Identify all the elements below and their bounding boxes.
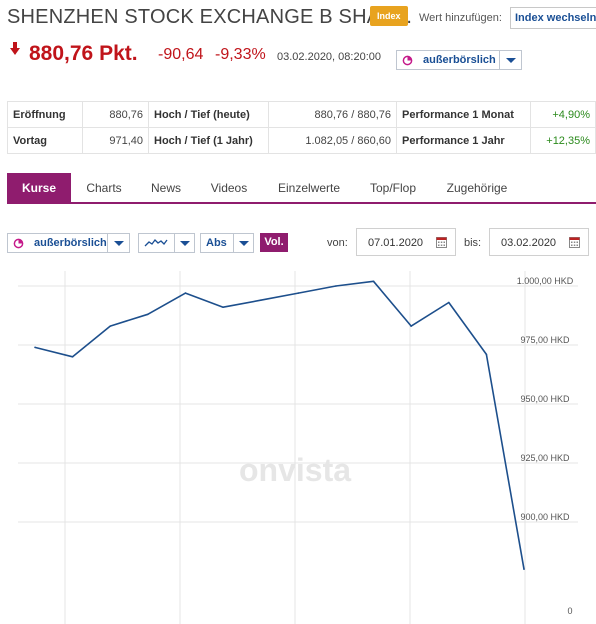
from-date-label: von: <box>327 237 348 249</box>
tab-news[interactable]: News <box>150 181 181 195</box>
tab-zugehoerige[interactable]: Zugehörige <box>446 181 508 195</box>
tab-kurse[interactable]: Kurse <box>7 173 71 202</box>
onvista-watermark: onvista <box>239 452 351 488</box>
to-date-label: bis: <box>464 237 482 249</box>
stats-label: Performance 1 Jahr <box>396 127 531 154</box>
series-point <box>184 292 187 294</box>
price-series <box>34 280 525 570</box>
calendar-icon[interactable] <box>569 237 580 248</box>
scale-select[interactable]: Abs <box>200 233 254 253</box>
chart-style-select[interactable] <box>138 233 195 253</box>
y-axis-labels: 1.000,00 HKD 975,00 HKD 950,00 HKD 925,00 H… <box>517 276 574 522</box>
stats-label: Vortag <box>7 127 83 154</box>
tab-top-flop[interactable]: Top/Flop <box>369 181 417 195</box>
chevron-down-icon <box>239 241 249 246</box>
stats-label: Hoch / Tief (heute) <box>148 101 269 128</box>
series-point <box>71 356 74 358</box>
stats-row: Vortag 971,40 Hoch / Tief (1 Jahr) 1.082… <box>7 127 596 154</box>
venue-icon <box>13 238 24 249</box>
series-point <box>410 325 412 327</box>
from-date-value: 07.01.2020 <box>368 237 424 249</box>
series-point <box>335 285 337 287</box>
down-arrow-icon <box>10 42 20 55</box>
stats-value-positive: +12,35% <box>530 127 596 154</box>
y-tick-label: 1.000,00 HKD <box>517 276 574 286</box>
venue-select[interactable]: außerbörslich <box>396 50 522 70</box>
venue-icon <box>402 55 413 66</box>
scale-dropdown-button[interactable] <box>233 234 253 252</box>
change-absolute: -90,64 <box>158 46 204 63</box>
quote-timestamp: 03.02.2020, 08:20:00 <box>277 51 381 63</box>
add-value-label: Wert hinzufügen: <box>419 12 502 24</box>
chart-style-dropdown-button[interactable] <box>174 234 194 252</box>
from-date-input[interactable]: 07.01.2020 <box>356 228 456 256</box>
series-point <box>259 299 262 301</box>
scale-label: Abs <box>206 237 227 249</box>
chevron-down-icon <box>114 241 124 246</box>
tab-videos[interactable]: Videos <box>210 181 248 195</box>
page-title: SHENZHEN STOCK EXCHANGE B SHAR... <box>7 6 413 28</box>
stats-label: Eröffnung <box>7 101 83 128</box>
series-point <box>147 313 149 316</box>
stats-table: Eröffnung 880,76 Hoch / Tief (heute) 880… <box>7 101 596 154</box>
chart-venue-label: außerbörslich <box>34 237 107 249</box>
quote-row: 880,76 Pkt. -90,64 -9,33% 03.02.2020, 08… <box>8 40 596 72</box>
y-tick-label: 900,00 HKD <box>520 512 570 522</box>
last-price: 880,76 Pkt. <box>29 42 138 65</box>
series-line <box>34 280 525 570</box>
y-tick-label: 975,00 HKD <box>520 335 570 345</box>
series-point <box>372 280 375 283</box>
series-point <box>297 292 300 294</box>
series-point <box>222 306 224 309</box>
chevron-down-icon <box>180 241 190 246</box>
series-point <box>447 301 450 304</box>
stats-label: Hoch / Tief (1 Jahr) <box>148 127 269 154</box>
series-point <box>523 568 525 570</box>
to-date-value: 03.02.2020 <box>501 237 557 249</box>
y-tick-label: 925,00 HKD <box>520 453 570 463</box>
price-chart[interactable]: onvista 1.000,00 HKD 975,00 HKD 950,00 HKD… <box>0 265 596 624</box>
chart-grid <box>18 271 578 624</box>
chart-venue-dropdown-button[interactable] <box>107 234 129 252</box>
instrument-type-badge: Index <box>370 6 408 26</box>
title-row: SHENZHEN STOCK EXCHANGE B SHAR... Index … <box>7 4 596 30</box>
to-date-input[interactable]: 03.02.2020 <box>489 228 589 256</box>
stats-value: 971,40 <box>82 127 149 154</box>
stats-row: Eröffnung 880,76 Hoch / Tief (heute) 880… <box>7 101 596 128</box>
stats-value: 880,76 <box>82 101 149 128</box>
tab-bar: Kurse Charts News Videos Einzelwerte Top… <box>7 173 596 204</box>
stats-value: 1.082,05 / 860,60 <box>268 127 397 154</box>
index-switch-select[interactable]: Index wechseln <box>510 7 596 29</box>
venue-label: außerbörslich <box>423 54 496 66</box>
chart-venue-select[interactable]: außerbörslich <box>7 233 130 253</box>
stats-label: Performance 1 Monat <box>396 101 531 128</box>
tab-einzelwerte[interactable]: Einzelwerte <box>277 181 341 195</box>
venue-dropdown-button[interactable] <box>499 51 521 69</box>
series-point <box>485 353 488 356</box>
y-tick-label-zero: 0 <box>567 606 572 616</box>
chevron-down-icon <box>506 58 516 63</box>
volume-toggle-button[interactable]: Vol. <box>260 233 288 252</box>
line-chart-icon <box>144 239 168 247</box>
calendar-icon[interactable] <box>436 237 447 248</box>
stats-value: 880,76 / 880,76 <box>268 101 397 128</box>
change-percent: -9,33% <box>215 46 266 63</box>
stats-value-positive: +4,90% <box>530 101 596 128</box>
series-point <box>109 325 112 327</box>
tab-charts[interactable]: Charts <box>86 181 122 195</box>
y-tick-label: 950,00 HKD <box>520 394 570 404</box>
series-point <box>34 346 36 349</box>
